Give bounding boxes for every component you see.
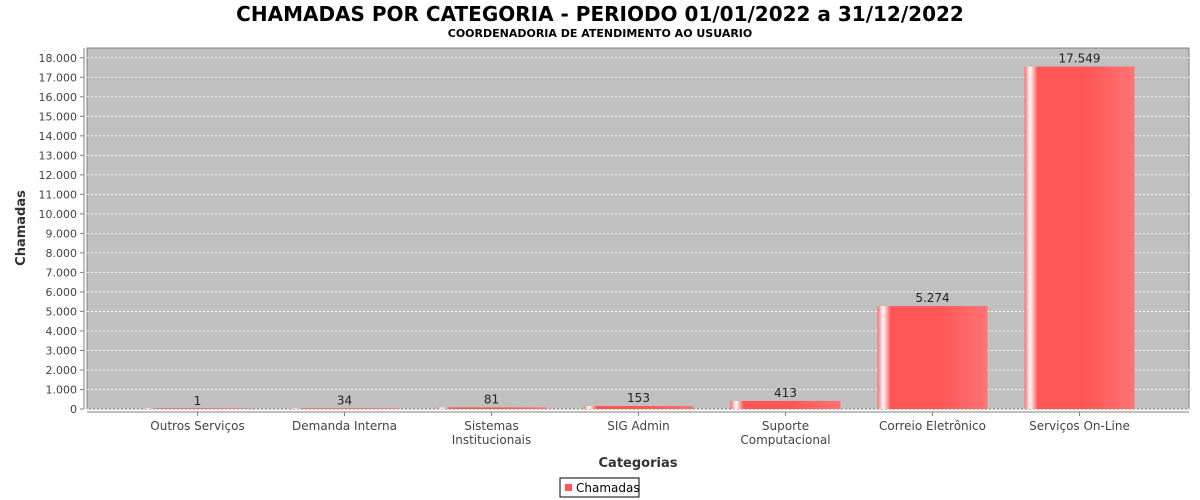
chart-subtitle: COORDENADORIA DE ATENDIMENTO AO USUARIO xyxy=(448,27,753,40)
bar xyxy=(436,407,547,409)
data-label: 413 xyxy=(774,386,797,400)
y-tick-label: 8.000 xyxy=(46,247,78,260)
x-tick-label: Serviços On-Line xyxy=(1029,419,1130,433)
y-tick-label: 2.000 xyxy=(46,364,78,377)
data-label: 34 xyxy=(337,393,352,407)
x-tick-label: SIG Admin xyxy=(607,419,670,433)
x-tick-label: Sistemas xyxy=(464,419,519,433)
plot-area xyxy=(86,47,1190,410)
bar xyxy=(730,400,841,409)
x-tick-label: Outros Serviços xyxy=(150,419,244,433)
x-tick-label: Demanda Interna xyxy=(292,419,397,433)
bar xyxy=(1024,66,1135,410)
y-tick-label: 13.000 xyxy=(39,149,78,162)
x-tick-label: Suporte xyxy=(762,419,809,433)
y-tick-label: 3.000 xyxy=(46,344,78,357)
data-label: 17.549 xyxy=(1059,52,1101,66)
legend-label: Chamadas xyxy=(576,481,640,495)
y-axis-label: Chamadas xyxy=(14,190,29,266)
y-tick-label: 16.000 xyxy=(39,91,78,104)
bar xyxy=(142,408,253,409)
data-label: 5.274 xyxy=(915,291,949,305)
bar xyxy=(877,306,988,409)
y-tick-label: 7.000 xyxy=(46,266,78,279)
y-tick-label: 5.000 xyxy=(46,305,78,318)
x-tick-label: Computacional xyxy=(740,433,830,447)
y-tick-label: 12.000 xyxy=(39,169,78,182)
y-tick-label: 6.000 xyxy=(46,286,78,299)
y-axis: 0 1.000 2.000 3.000 4.000 5.000 6.000 7.000 8.00… xyxy=(39,48,85,416)
legend: Chamadas xyxy=(559,477,640,498)
y-tick-label: 17.000 xyxy=(39,71,78,84)
y-tick-label: 14.000 xyxy=(39,130,78,143)
bar xyxy=(583,406,694,409)
legend-box xyxy=(559,477,640,498)
y-tick-label: 1.000 xyxy=(46,383,78,396)
y-tick-label: 10.000 xyxy=(39,208,78,221)
data-label: 81 xyxy=(484,392,499,406)
data-label: 153 xyxy=(627,391,650,405)
x-axis-label: Categorias xyxy=(599,456,678,471)
y-tick-label: 0 xyxy=(70,403,77,416)
x-axis: Outros Serviços Demanda Interna SistemasIn… xyxy=(87,411,1189,447)
y-tick-label: 9.000 xyxy=(46,227,78,240)
y-tick-label: 18.000 xyxy=(39,52,78,65)
x-tick-label: Institucionais xyxy=(452,433,532,447)
y-tick-label: 11.000 xyxy=(39,188,78,201)
bars: 1 34 81 153 413 5.274 17.549 xyxy=(142,52,1135,410)
chart-title: CHAMADAS POR CATEGORIA - PERIODO 01/01/2… xyxy=(236,2,964,26)
y-tick-label: 4.000 xyxy=(46,325,78,338)
x-tick-label: Correio Eletrônico xyxy=(879,419,986,433)
legend-swatch xyxy=(565,484,572,491)
data-label: 1 xyxy=(194,394,202,408)
y-tick-label: 15.000 xyxy=(39,110,78,123)
bar xyxy=(289,408,400,409)
